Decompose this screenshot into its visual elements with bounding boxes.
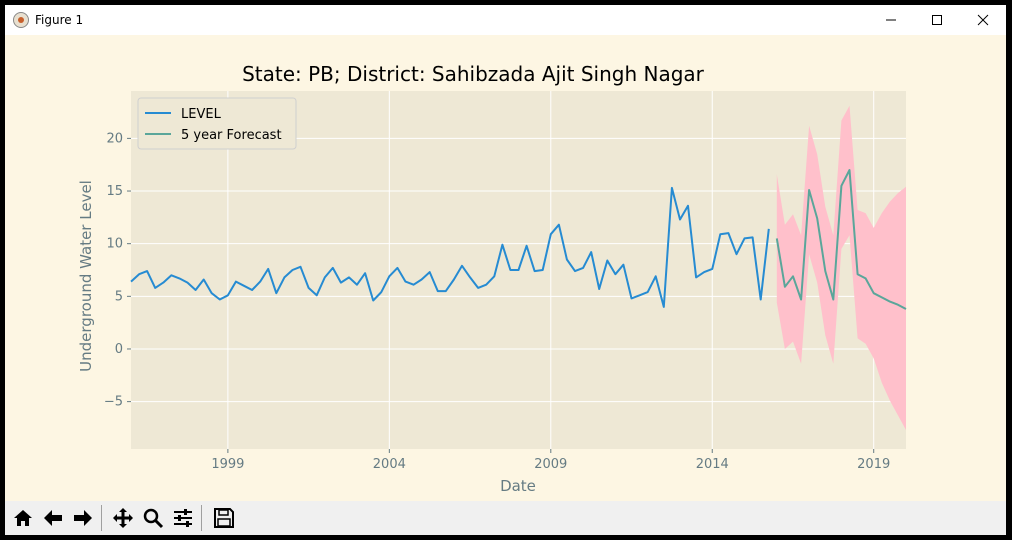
legend: LEVEL 5 year Forecast [137, 97, 297, 150]
maximize-icon [932, 15, 942, 25]
y-axis-label: Underground Water Level [77, 180, 95, 372]
matplotlib-app-icon [13, 12, 29, 28]
y-tick-label: 10 [106, 237, 123, 252]
back-button[interactable] [39, 504, 67, 532]
forward-button[interactable] [69, 504, 97, 532]
move-icon [113, 508, 133, 528]
navigation-toolbar [5, 501, 1006, 535]
y-tick-label: 20 [106, 131, 123, 146]
minimize-button[interactable] [868, 5, 914, 35]
toolbar-separator [101, 505, 102, 531]
x-tick-label: 2019 [857, 457, 890, 472]
figure-canvas[interactable]: 1999 2004 2009 2014 2019 −5 0 5 10 15 20 State: PB… [5, 35, 1006, 501]
floppy-disk-icon [214, 508, 234, 528]
arrow-left-icon [44, 510, 62, 526]
x-tick-label: 2004 [373, 457, 406, 472]
magnifier-icon [143, 508, 164, 529]
arrow-right-icon [74, 510, 92, 526]
title-bar: Figure 1 [5, 5, 1006, 35]
level-series-line [130, 186, 770, 308]
x-tick-label: 2009 [534, 457, 567, 472]
maximize-button[interactable] [914, 5, 960, 35]
legend-box [137, 97, 297, 150]
y-tick-label: −5 [104, 395, 123, 410]
pan-button[interactable] [109, 504, 137, 532]
minimize-icon [886, 19, 896, 21]
y-tick-label: 15 [106, 184, 123, 199]
legend-forecast-label: 5 year Forecast [181, 128, 282, 143]
chart-title: State: PB; District: Sahibzada Ajit Sing… [242, 62, 705, 86]
configure-subplots-button[interactable] [169, 504, 197, 532]
close-icon [977, 14, 989, 26]
zoom-button[interactable] [139, 504, 167, 532]
window-title: Figure 1 [35, 13, 84, 27]
close-button[interactable] [960, 5, 1006, 35]
axis-ticks: 1999 2004 2009 2014 2019 −5 0 5 10 15 20 [104, 131, 890, 472]
forecast-series-line [775, 169, 907, 310]
y-tick-label: 0 [115, 342, 123, 357]
home-icon [14, 510, 32, 526]
x-axis-label: Date [500, 477, 536, 495]
sliders-icon [174, 509, 192, 527]
home-button[interactable] [9, 504, 37, 532]
legend-level-label: LEVEL [181, 107, 222, 122]
toolbar-separator [201, 505, 202, 531]
chart-svg[interactable]: 1999 2004 2009 2014 2019 −5 0 5 10 15 20 State: PB… [5, 35, 1006, 501]
forecast-confidence-band [776, 105, 906, 430]
x-tick-label: 2014 [696, 457, 729, 472]
figure-window: Figure 1 1999 2004 2009 2014 2019 −5 0 5 10 15 20 … [5, 5, 1006, 535]
y-tick-label: 5 [115, 289, 123, 304]
save-button[interactable] [210, 504, 238, 532]
x-tick-label: 1999 [211, 457, 244, 472]
